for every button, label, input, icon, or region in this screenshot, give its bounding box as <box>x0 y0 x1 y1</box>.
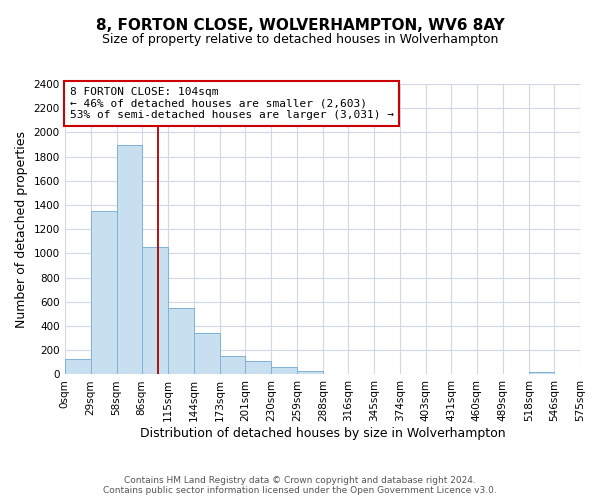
Bar <box>220 356 245 374</box>
Text: Size of property relative to detached houses in Wolverhampton: Size of property relative to detached ho… <box>102 32 498 46</box>
Bar <box>529 372 554 374</box>
Bar <box>91 211 116 374</box>
Bar <box>194 334 220 374</box>
Text: Contains HM Land Registry data © Crown copyright and database right 2024.
Contai: Contains HM Land Registry data © Crown c… <box>103 476 497 495</box>
Bar <box>168 308 194 374</box>
Bar <box>245 361 271 374</box>
Text: 8, FORTON CLOSE, WOLVERHAMPTON, WV6 8AY: 8, FORTON CLOSE, WOLVERHAMPTON, WV6 8AY <box>95 18 505 32</box>
Y-axis label: Number of detached properties: Number of detached properties <box>15 130 28 328</box>
Bar <box>116 144 142 374</box>
Text: 8 FORTON CLOSE: 104sqm
← 46% of detached houses are smaller (2,603)
53% of semi-: 8 FORTON CLOSE: 104sqm ← 46% of detached… <box>70 87 394 120</box>
Bar <box>297 371 323 374</box>
X-axis label: Distribution of detached houses by size in Wolverhampton: Distribution of detached houses by size … <box>140 427 505 440</box>
Bar <box>142 248 168 374</box>
Bar <box>65 360 91 374</box>
Bar <box>271 367 297 374</box>
